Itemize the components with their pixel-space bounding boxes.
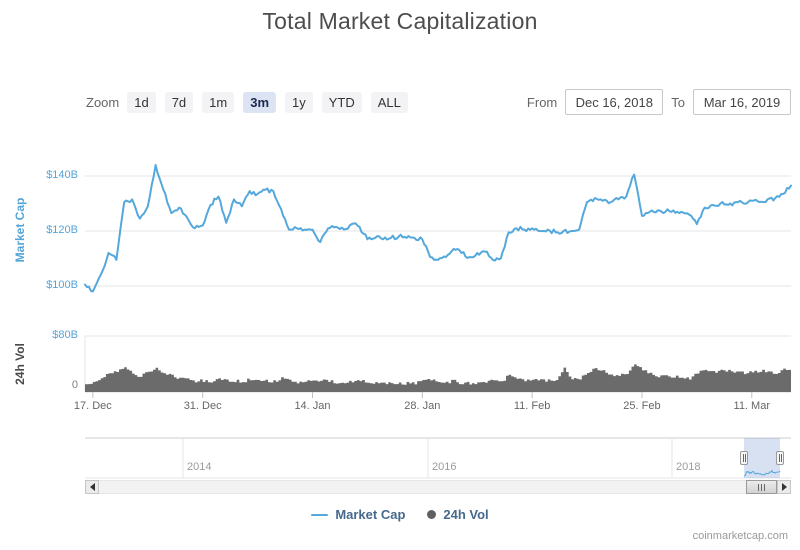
- x-axis-label: 25. Feb: [623, 400, 661, 412]
- range-selector-dates: From To: [526, 89, 791, 115]
- zoom-button-7d[interactable]: 7d: [164, 91, 194, 113]
- from-label: From: [526, 94, 558, 110]
- navigator-right-handle[interactable]: [776, 451, 784, 465]
- scrollbar-thumb[interactable]: [746, 480, 777, 494]
- scrollbar-left-arrow[interactable]: [85, 480, 99, 494]
- zoom-button-1y[interactable]: 1y: [285, 91, 313, 113]
- circle-marker-icon: [427, 510, 437, 519]
- x-axis-label: 11. Feb: [513, 400, 551, 412]
- navigator-year-label: 2018: [676, 461, 701, 473]
- x-axis-label: 28. Jan: [404, 400, 441, 412]
- scrollbar-right-arrow[interactable]: [777, 480, 791, 494]
- zoom-button-3m[interactable]: 3m: [243, 91, 277, 113]
- zoom-button-1m[interactable]: 1m: [202, 91, 235, 113]
- to-label: To: [671, 94, 685, 110]
- arrow-left-icon: [89, 483, 95, 491]
- zoom-button-1d[interactable]: 1d: [127, 91, 156, 113]
- market-cap-series: [84, 164, 792, 293]
- zoom-label: Zoom: [86, 94, 120, 110]
- legend: Market Cap 24h Vol: [0, 507, 800, 522]
- range-selector-zoom: Zoom 1d 7d 1m 3m 1y YTD ALL: [86, 90, 417, 114]
- yaxis-tick-140b: $140B: [46, 169, 78, 181]
- yaxis-tick-120b: $120B: [46, 224, 78, 236]
- navigator-selected-range[interactable]: [744, 438, 780, 478]
- zoom-button-all[interactable]: ALL: [370, 91, 408, 113]
- legend-label: 24h Vol: [443, 507, 489, 522]
- from-date-input[interactable]: [565, 89, 664, 115]
- navigator-year-label: 2014: [187, 461, 212, 473]
- volaxis-tick-0: 0: [71, 379, 78, 391]
- zoom-button-ytd[interactable]: YTD: [321, 91, 362, 113]
- x-axis-label: 31. Dec: [183, 400, 222, 412]
- x-axis-label: 11. Mar: [733, 400, 770, 412]
- yaxis-tick-100b: $100B: [46, 279, 78, 291]
- legend-item-24h-vol[interactable]: 24h Vol: [427, 507, 489, 522]
- chart-title: Total Market Capitalization: [262, 8, 538, 34]
- navigator-left-handle[interactable]: [740, 451, 748, 465]
- line-marker-icon: [311, 513, 329, 516]
- to-date-input[interactable]: [693, 89, 791, 115]
- arrow-right-icon: [781, 483, 787, 491]
- x-axis-label: 14. Jan: [294, 400, 331, 412]
- volaxis-tick-80b: $80B: [52, 329, 78, 341]
- x-axis-label: 17. Dec: [73, 400, 112, 412]
- navigator-year-label: 2016: [432, 461, 457, 473]
- attribution-watermark: coinmarketcap.com: [692, 530, 788, 542]
- navigator-mini-series: [743, 469, 781, 477]
- legend-label: Market Cap: [335, 507, 406, 522]
- legend-item-market-cap[interactable]: Market Cap: [311, 507, 405, 522]
- scrollbar-track[interactable]: [85, 480, 791, 494]
- volume-series: [85, 364, 791, 392]
